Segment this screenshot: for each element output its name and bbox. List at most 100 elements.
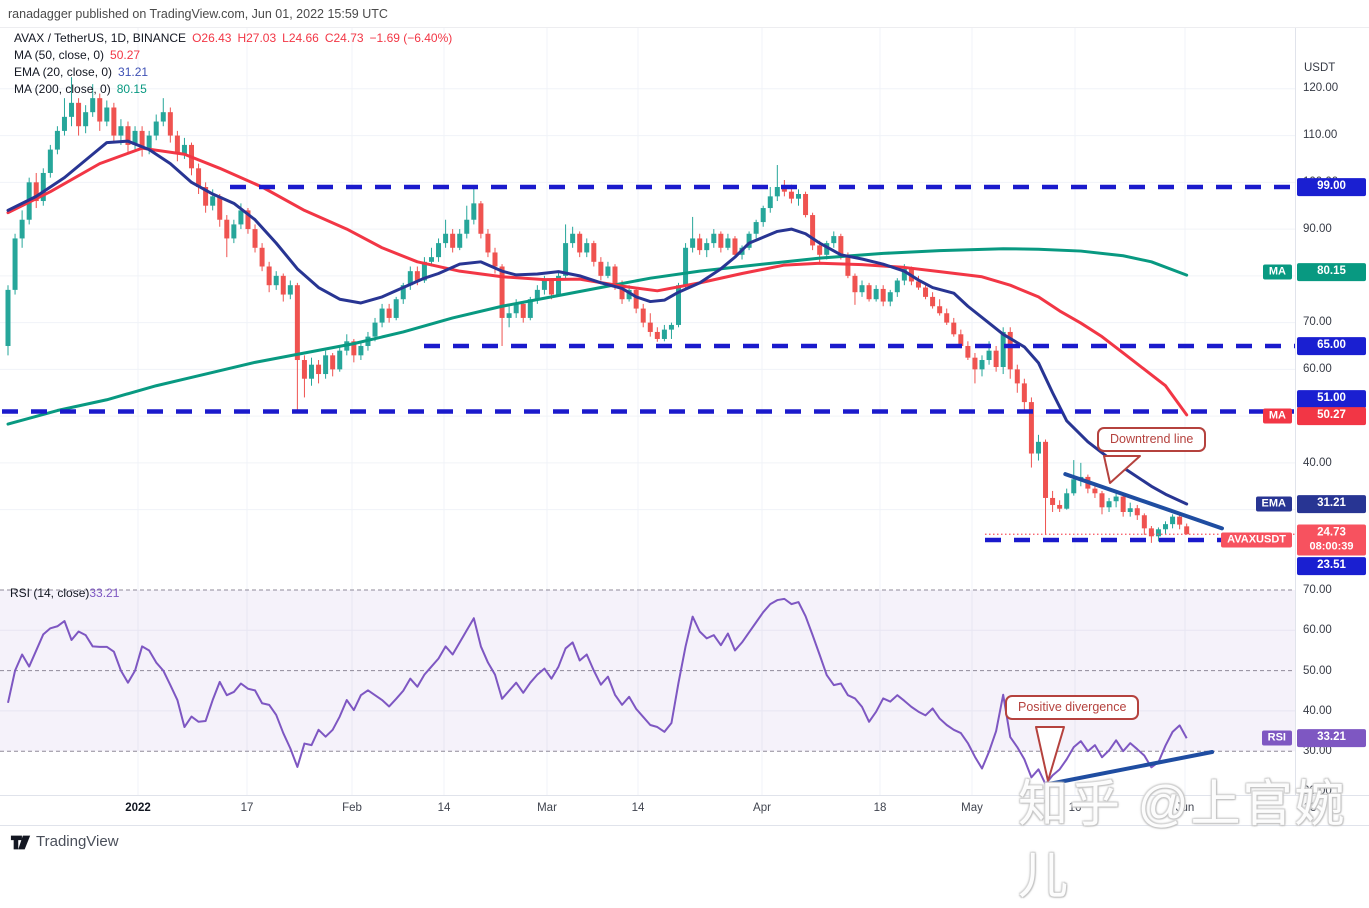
candle-body — [54, 130, 60, 150]
candle-body — [280, 275, 286, 295]
price-badge: 24.73 08:00:39 — [1297, 524, 1366, 556]
price-badge-value: 80.15 — [1317, 265, 1346, 278]
candle-body — [1177, 516, 1183, 525]
candle-body — [386, 308, 392, 318]
candle-body — [591, 243, 597, 262]
price-badge-tag: MA — [1262, 264, 1292, 280]
candle-body — [5, 289, 11, 346]
candle-body — [767, 196, 773, 209]
rsi-axis-tick: 40.00 — [1303, 705, 1332, 717]
candle-body — [294, 285, 300, 361]
price-badge: 65.00 — [1297, 337, 1366, 355]
candle-body — [1092, 488, 1098, 494]
candle-body — [563, 243, 569, 276]
positive-divergence-callout[interactable]: Positive divergence — [1005, 695, 1140, 720]
price-badge-tag: AVAXUSDT — [1221, 532, 1292, 548]
candle-body — [167, 112, 173, 136]
candle-body — [238, 210, 244, 225]
rsi-axis-tick: 70.00 — [1303, 584, 1332, 596]
candle-body — [174, 135, 180, 155]
candle-body — [76, 102, 82, 127]
time-axis[interactable] — [0, 795, 1369, 826]
candle-body — [880, 288, 886, 302]
price-chart[interactable] — [0, 0, 1369, 857]
candle-body — [817, 245, 823, 255]
candle-body — [704, 243, 710, 251]
candle-body — [683, 247, 689, 286]
candle-body — [619, 285, 625, 300]
candle-body — [1184, 526, 1190, 535]
candle-body — [866, 285, 872, 300]
price-badge-value: 50.27 — [1317, 409, 1346, 422]
price-badge: 80.15 — [1297, 263, 1366, 281]
candle-body — [1141, 515, 1147, 529]
ma50-line — [6, 146, 1189, 417]
price-axis-tick: 120.00 — [1303, 82, 1339, 94]
time-axis-label: May — [961, 802, 983, 814]
ma200-line — [6, 247, 1189, 426]
candle-body — [513, 303, 519, 314]
candle-body — [1064, 493, 1070, 509]
candle-body — [852, 275, 858, 293]
candle-body — [584, 243, 590, 253]
candle-body — [203, 187, 209, 206]
candle-body — [633, 289, 639, 309]
time-axis-label: Apr — [753, 802, 771, 814]
rsi-axis-tick: 30.00 — [1303, 745, 1332, 757]
price-badge-tag: EMA — [1255, 496, 1292, 512]
candle-body — [217, 196, 223, 220]
rsi-panel — [0, 589, 1295, 786]
candle-body — [111, 107, 117, 136]
candle-body — [788, 191, 794, 199]
price-badge: 50.27 — [1297, 407, 1366, 425]
candle-body — [661, 329, 667, 339]
time-axis-label: 18 — [873, 802, 887, 814]
candle-body — [146, 135, 152, 150]
candle-body — [61, 116, 67, 131]
downtrend-callout[interactable]: Downtrend line — [1097, 427, 1207, 452]
footer-bar: TradingView — [0, 825, 1369, 858]
rsi-axis-tick: 20.00 — [1303, 785, 1332, 797]
candle-body — [944, 313, 950, 323]
candle-body — [1007, 331, 1013, 370]
candle-body — [1035, 441, 1041, 454]
candle-body — [464, 219, 470, 234]
candle-body — [1043, 441, 1049, 498]
candle-body — [252, 229, 258, 248]
candle-body — [40, 172, 46, 202]
candle-body — [259, 247, 265, 267]
price-badge-value: 31.21 — [1317, 497, 1346, 510]
ema20-line — [6, 139, 1189, 506]
rsi-axis-tick: 50.00 — [1303, 665, 1332, 677]
candle-body — [273, 275, 279, 286]
candle-body — [577, 233, 583, 253]
candle-body — [901, 268, 907, 281]
rsi-line — [7, 597, 1188, 786]
candle-body — [287, 285, 293, 295]
drawings — [1035, 455, 1224, 787]
tradingview-brand[interactable]: TradingView — [36, 833, 119, 850]
candle-body — [838, 236, 844, 258]
candle-body — [676, 285, 682, 325]
candle-body — [1028, 402, 1034, 454]
candle-body — [923, 287, 929, 297]
candle-body — [1127, 508, 1133, 512]
candle-body — [859, 285, 865, 293]
rsi-value: 33.21 — [89, 586, 120, 600]
tradingview-logo-icon[interactable] — [10, 832, 32, 852]
time-axis-label: Mar — [537, 802, 557, 814]
candle-body — [160, 112, 166, 122]
candle-body — [1000, 331, 1006, 368]
candle-body — [690, 238, 696, 248]
candle-body — [1106, 501, 1112, 508]
candle-body — [803, 194, 809, 216]
rsi-badge: 33.21 — [1297, 729, 1366, 747]
candle-body — [781, 187, 787, 192]
rsi-legend[interactable]: RSI (14, close)33.21 — [10, 586, 119, 600]
candle-body — [1170, 516, 1176, 525]
candle-body — [414, 271, 420, 281]
rsi-badge-tag: RSI — [1261, 730, 1292, 746]
candle-body — [1057, 504, 1063, 509]
price-axis-tick: 70.00 — [1303, 316, 1332, 328]
candle-body — [760, 208, 766, 223]
